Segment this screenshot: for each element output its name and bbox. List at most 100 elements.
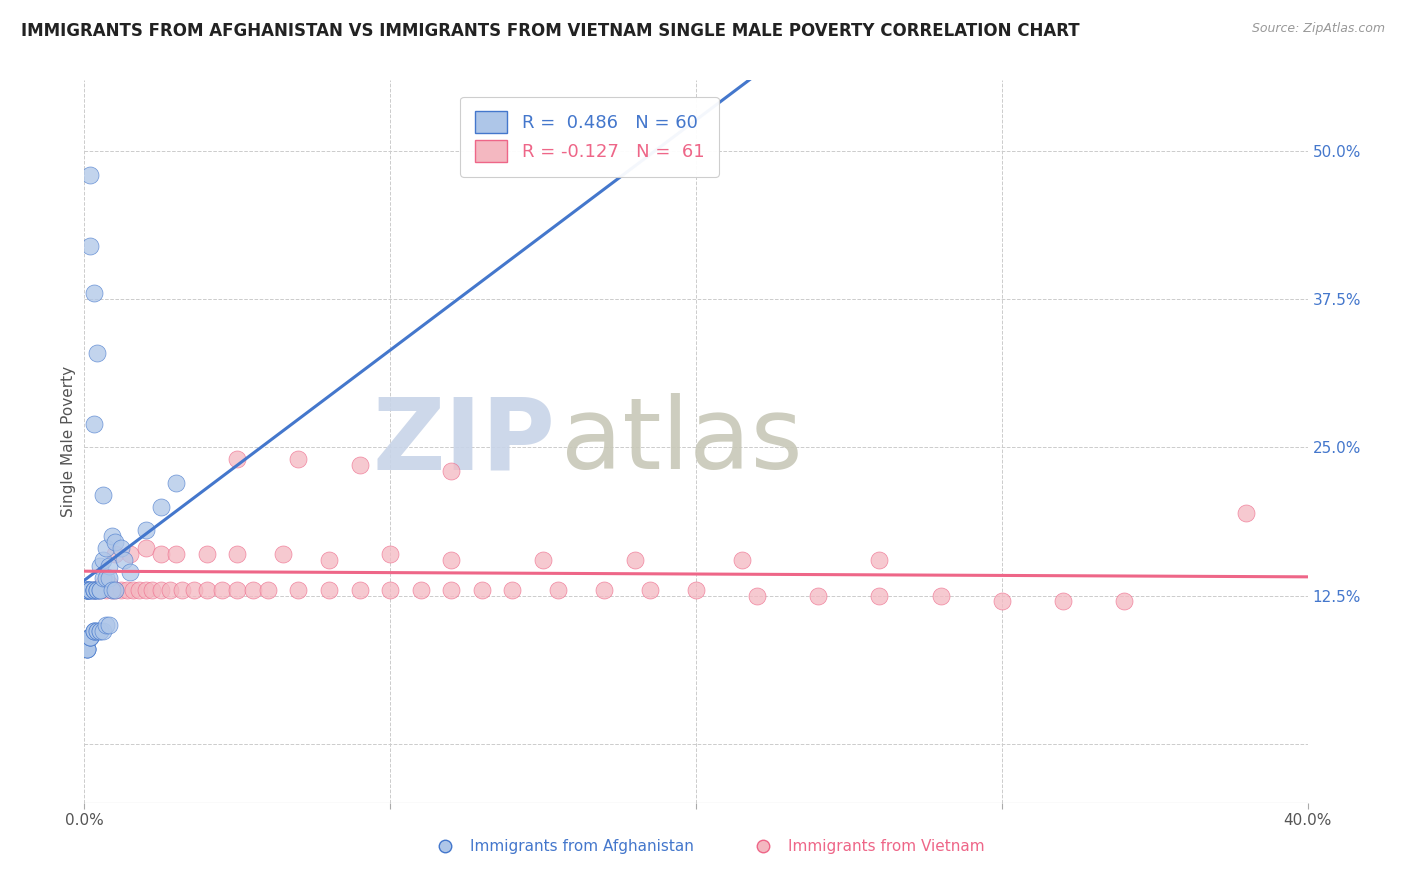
Point [86,624,108,638]
Point [97,558,120,573]
Point [86,624,108,638]
Point [101,582,124,597]
Point [226,547,249,561]
Point [1236,506,1258,520]
Point [122,582,145,597]
Point [101,529,124,543]
Point [271,547,294,561]
Text: Immigrants from Afghanistan: Immigrants from Afghanistan [470,838,693,854]
Point [91,624,114,638]
Point [101,582,124,597]
Point [349,458,371,473]
Point [91,488,114,502]
Point [79,630,101,644]
Point [76,582,98,597]
Point [91,553,114,567]
Point [83,582,105,597]
Point [79,582,101,597]
Point [83,582,105,597]
Point [929,589,952,603]
Point [79,630,101,644]
Point [83,582,105,597]
Point [172,582,194,597]
Point [135,524,157,538]
Point [79,582,101,597]
Point [731,553,754,567]
Point [89,582,111,597]
Point [440,553,463,567]
Point [97,576,120,591]
Point [318,553,340,567]
Legend: R =  0.486   N = 60, R = -0.127   N =  61: R = 0.486 N = 60, R = -0.127 N = 61 [460,96,718,177]
Point [807,589,830,603]
Point [91,571,114,585]
Point [91,576,114,591]
Point [104,535,127,549]
Point [1114,594,1136,608]
Point [104,582,127,597]
Point [76,582,98,597]
Point [287,582,309,597]
Point [94,618,117,632]
Point [120,565,142,579]
Y-axis label: Single Male Poverty: Single Male Poverty [60,366,76,517]
Point [120,547,142,561]
Point [149,582,172,597]
Point [94,541,117,556]
Point [135,582,157,597]
Point [89,558,111,573]
Point [76,641,98,656]
Point [165,475,187,490]
Point [76,641,98,656]
Point [409,582,432,597]
Point [380,547,402,561]
Point [83,582,105,597]
Point [685,582,707,597]
Point [183,582,205,597]
Point [226,582,249,597]
Point [159,582,181,597]
Point [257,582,280,597]
Point [547,582,569,597]
Point [141,582,163,597]
Point [89,582,111,597]
Point [1052,594,1074,608]
Point [79,168,101,182]
Point [195,547,218,561]
Point [440,464,463,478]
Point [135,541,157,556]
Point [112,553,135,567]
Text: IMMIGRANTS FROM AFGHANISTAN VS IMMIGRANTS FROM VIETNAM SINGLE MALE POVERTY CORRE: IMMIGRANTS FROM AFGHANISTAN VS IMMIGRANT… [21,22,1080,40]
Point [128,582,150,597]
Point [471,582,494,597]
Point [531,553,554,567]
Point [76,582,98,597]
Point [104,582,127,597]
Text: ZIP: ZIP [373,393,555,490]
Point [76,582,98,597]
Point [110,582,132,597]
Point [86,582,108,597]
Point [149,500,172,514]
Point [318,582,340,597]
Point [115,582,138,597]
Point [76,641,98,656]
Point [89,582,111,597]
Point [869,553,891,567]
Point [86,345,108,359]
Point [104,547,127,561]
Point [349,582,371,597]
Point [89,624,111,638]
Point [638,582,661,597]
Point [165,547,187,561]
Point [83,286,105,301]
Point [149,547,172,561]
Point [83,417,105,431]
Point [83,582,105,597]
Point [211,582,233,597]
Point [76,641,98,656]
Text: Immigrants from Vietnam: Immigrants from Vietnam [787,838,984,854]
Point [97,571,120,585]
Point [79,239,101,253]
Point [624,553,647,567]
